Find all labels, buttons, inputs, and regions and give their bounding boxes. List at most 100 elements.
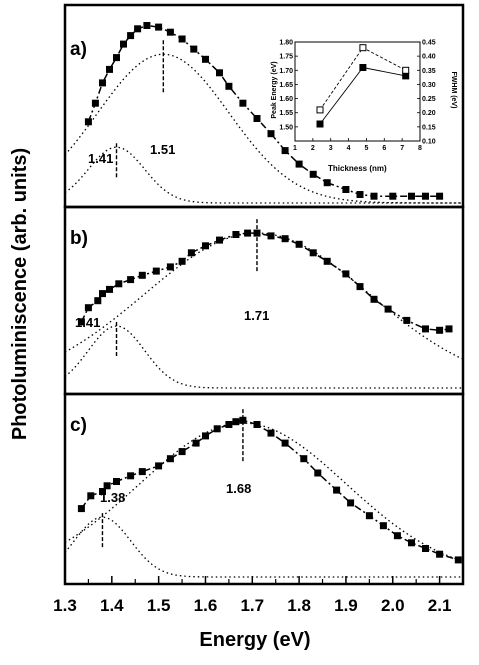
data-point	[225, 82, 233, 90]
inset-x-tick-label: 5	[364, 145, 368, 152]
x-tick-label: 1.4	[100, 596, 124, 615]
data-point	[436, 550, 444, 558]
data-point	[333, 486, 341, 494]
data-point	[77, 505, 85, 513]
inset-x-tick-label: 7	[400, 145, 404, 152]
data-point	[393, 532, 401, 540]
envelope-line	[87, 24, 440, 197]
inset-fwhm-point	[402, 66, 410, 74]
x-tick-label: 1.9	[334, 596, 358, 615]
data-point	[138, 271, 146, 279]
panel-c-label: c)	[70, 415, 87, 436]
inset-y-tick-label-right: 0.45	[422, 40, 436, 47]
data-point	[166, 455, 174, 463]
inset-y-tick-label-left: 1.60	[279, 96, 293, 103]
inset-peak-energy-point	[359, 64, 367, 71]
data-point	[239, 99, 247, 107]
data-point	[113, 478, 120, 485]
data-point	[155, 23, 163, 31]
data-point	[127, 276, 135, 284]
data-point	[166, 28, 174, 36]
data-point	[84, 118, 92, 126]
fit-curve-1	[66, 516, 462, 578]
data-points	[77, 22, 462, 564]
inset-fwhm-point	[359, 44, 367, 52]
data-point	[454, 556, 462, 564]
data-point	[216, 69, 223, 77]
inset-y-label-right: FWHM (eV)	[450, 72, 457, 109]
inset-y-tick-label-right: 0.20	[422, 110, 436, 117]
data-point	[323, 257, 331, 265]
inset-x-tick-label: 6	[382, 145, 386, 152]
panel-a-peak-label-1: 1.41	[88, 151, 113, 166]
data-point	[113, 54, 120, 62]
inset-y-label-left: Peak Energy (eV)	[271, 61, 278, 118]
data-point	[408, 539, 415, 547]
inset-frame	[294, 41, 421, 142]
data-point	[365, 512, 373, 520]
inset-y-tick-label-right: 0.40	[422, 54, 436, 61]
data-point	[99, 79, 106, 87]
data-point	[309, 249, 317, 257]
data-point	[152, 267, 160, 275]
x-axis-ticks: 1.3 1.4 1.5 1.6 1.7 1.8 1.9 2.0 2.1	[53, 576, 451, 615]
data-point	[202, 242, 209, 250]
inset-plot: 1 2 3 4 5 6 7 8 1.50 1.55 1.60 1.65 1.70 1.75 1.80 0.10…	[279, 40, 435, 153]
data-point	[300, 455, 308, 463]
data-point	[422, 192, 429, 200]
x-tick-label: 1.5	[147, 596, 171, 615]
data-point	[178, 257, 186, 265]
data-point	[99, 488, 106, 495]
data-point	[155, 462, 163, 470]
inset-y-tick-label-right: 0.35	[422, 68, 436, 75]
data-point	[232, 231, 240, 238]
fit-curve-1	[66, 325, 462, 389]
data-point	[403, 316, 411, 324]
data-point	[323, 179, 331, 187]
data-point	[370, 192, 378, 200]
data-point	[244, 229, 252, 237]
panel-a-peak-label-2: 1.51	[150, 142, 175, 157]
data-point	[106, 65, 113, 73]
panel-c-peak-label-2: 1.68	[226, 481, 251, 496]
panel-b-peak-label-2: 1.71	[244, 308, 269, 323]
fit-curve-2	[66, 232, 462, 360]
data-point	[314, 469, 322, 477]
panel-c-frame	[63, 392, 465, 586]
data-point	[267, 232, 275, 240]
data-point	[143, 22, 151, 29]
data-point	[281, 439, 289, 447]
data-point	[379, 522, 387, 530]
inset-x-tick-label: 8	[418, 145, 422, 152]
inset-y-tick-label-left: 1.65	[279, 82, 293, 89]
inset-y-tick-label-left: 1.50	[279, 124, 293, 131]
inset-y-tick-label-right: 0.10	[422, 139, 436, 146]
data-point	[178, 448, 186, 456]
x-tick-label: 1.7	[240, 596, 264, 615]
data-point	[253, 421, 261, 428]
data-point	[216, 236, 223, 244]
data-point	[134, 25, 142, 33]
inset-y-tick-label-left: 1.75	[279, 54, 293, 61]
fit-curve-2	[66, 53, 462, 204]
data-point	[190, 45, 198, 53]
data-point	[370, 295, 378, 303]
data-point	[342, 270, 350, 278]
data-point	[347, 499, 355, 507]
x-tick-label: 1.3	[53, 596, 77, 615]
x-tick-label: 1.8	[287, 596, 311, 615]
data-point	[295, 160, 303, 168]
data-point	[309, 170, 317, 178]
inset-peak-energy-point	[316, 120, 324, 128]
data-point	[436, 192, 444, 200]
data-point	[253, 115, 261, 122]
fit-curve-1	[66, 146, 462, 204]
data-point	[267, 429, 275, 437]
data-point	[192, 439, 200, 447]
inset-chart: Thickness (nm) Peak Energy (eV) FWHM (eV…	[271, 40, 457, 174]
data-point	[445, 325, 453, 333]
data-point	[187, 249, 195, 257]
data-point	[267, 130, 275, 138]
data-point	[239, 416, 247, 424]
inset-y-tick-label-right: 0.15	[422, 124, 436, 131]
